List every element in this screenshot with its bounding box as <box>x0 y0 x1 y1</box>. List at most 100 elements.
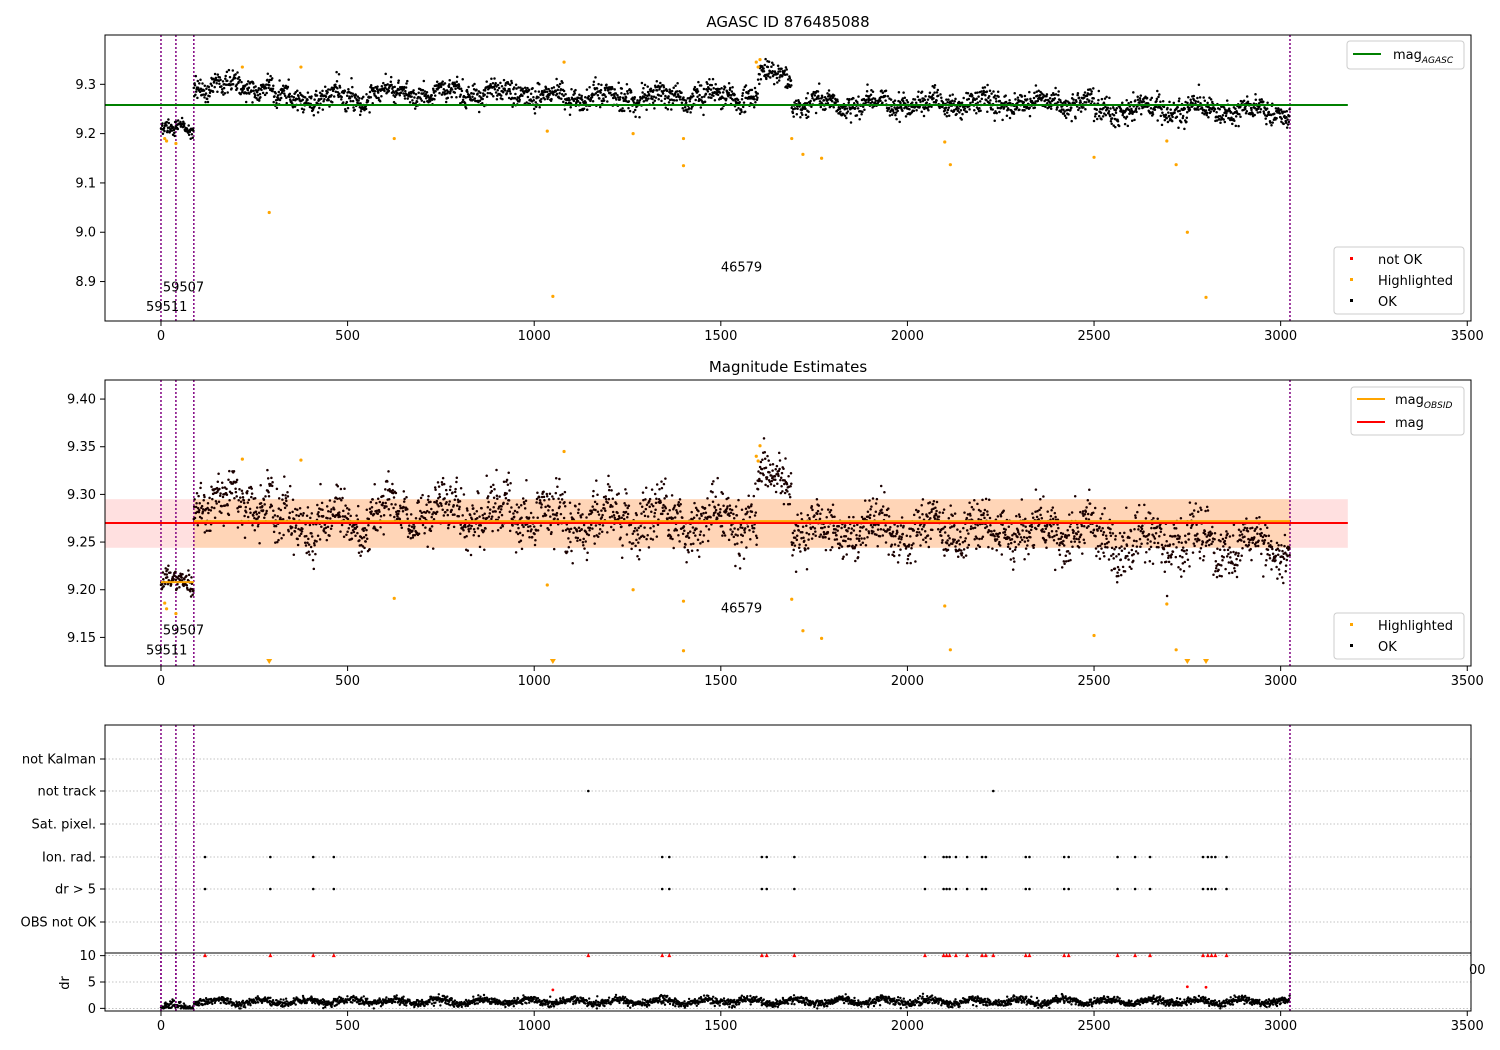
ok-point <box>714 508 718 512</box>
ok-point <box>378 500 382 504</box>
ok-point <box>684 101 688 105</box>
ok-point <box>460 89 464 93</box>
ok-point <box>200 504 204 508</box>
ok-point <box>794 107 797 110</box>
ok-point <box>547 498 551 501</box>
ok-point <box>592 83 595 87</box>
ok-point <box>422 92 425 95</box>
ok-point <box>1056 100 1060 104</box>
ok-point <box>1042 93 1045 97</box>
ok-point <box>933 86 936 89</box>
ok-point <box>225 493 229 496</box>
ok-point <box>237 498 240 502</box>
ok-point <box>497 516 501 519</box>
ok-point <box>243 514 246 518</box>
ok-point <box>898 554 901 557</box>
ok-point <box>741 94 744 97</box>
ok-point <box>414 516 418 520</box>
ok-point <box>349 514 352 518</box>
ok-point <box>217 472 220 476</box>
ok-point <box>892 550 896 554</box>
ok-point <box>342 535 346 538</box>
ok-point <box>1234 115 1238 118</box>
ok-point <box>956 528 959 531</box>
ok-point <box>502 501 505 505</box>
ok-point <box>381 501 385 505</box>
ok-point <box>337 95 340 99</box>
ok-point <box>800 111 803 115</box>
ok-point <box>358 539 361 542</box>
ok-point <box>753 86 757 90</box>
ok-point <box>307 537 310 541</box>
ok-point <box>683 546 686 549</box>
ok-point <box>876 545 879 548</box>
ok-point <box>721 96 725 100</box>
ok-point <box>228 75 232 79</box>
ok-point <box>629 91 633 94</box>
ok-point <box>192 505 196 509</box>
ok-point <box>166 582 170 586</box>
ok-point <box>931 502 935 506</box>
ok-point <box>493 487 496 491</box>
ok-point <box>617 515 621 518</box>
ok-point <box>255 513 259 516</box>
ok-point <box>923 523 926 526</box>
ok-point <box>473 82 476 86</box>
ok-point <box>338 515 342 518</box>
ok-point <box>450 508 453 512</box>
ok-point <box>393 95 397 98</box>
ok-point <box>655 483 659 486</box>
ok-point <box>494 91 498 94</box>
ok-point <box>340 499 343 502</box>
ok-point <box>559 512 563 516</box>
ok-point <box>651 97 654 101</box>
ok-point <box>721 534 724 537</box>
ok-point <box>362 529 365 533</box>
ok-point <box>604 88 607 92</box>
ok-point <box>990 92 993 95</box>
ok-point <box>198 90 202 94</box>
highlighted-point <box>1185 230 1189 234</box>
ok-point <box>228 469 231 473</box>
ok-point <box>688 530 692 533</box>
ok-point <box>1057 90 1060 93</box>
ok-point <box>919 100 922 104</box>
ok-point <box>926 515 929 518</box>
ok-point <box>706 539 710 543</box>
ok-point <box>477 534 481 538</box>
ok-point <box>1135 110 1138 114</box>
ok-point <box>607 488 611 492</box>
ok-point <box>940 541 944 544</box>
ok-point <box>821 96 824 99</box>
ok-point <box>826 508 830 511</box>
ok-point <box>554 476 558 480</box>
ok-point <box>851 544 854 548</box>
ok-point <box>1188 106 1191 110</box>
ok-point <box>283 92 286 95</box>
ok-point <box>783 69 786 73</box>
ok-point <box>477 491 480 495</box>
ok-point <box>755 536 759 540</box>
ok-point <box>224 83 228 87</box>
ok-point <box>285 499 288 503</box>
ok-point <box>958 530 962 533</box>
ok-point <box>275 106 279 110</box>
ok-point <box>585 88 589 91</box>
ok-point <box>813 514 816 517</box>
ok-point <box>1110 117 1114 120</box>
ok-point <box>462 493 466 496</box>
ok-point <box>912 542 915 545</box>
ok-point <box>308 105 312 109</box>
ok-point <box>920 110 923 113</box>
ok-point <box>1108 96 1111 100</box>
ok-point <box>765 77 768 81</box>
ok-point <box>549 91 552 95</box>
ok-point <box>203 84 207 87</box>
ok-point <box>795 112 799 116</box>
ok-point <box>649 537 653 540</box>
ok-point <box>931 528 934 532</box>
ok-point <box>647 546 651 549</box>
ok-point <box>257 87 261 90</box>
ok-point <box>269 87 273 90</box>
ok-point <box>502 78 506 82</box>
